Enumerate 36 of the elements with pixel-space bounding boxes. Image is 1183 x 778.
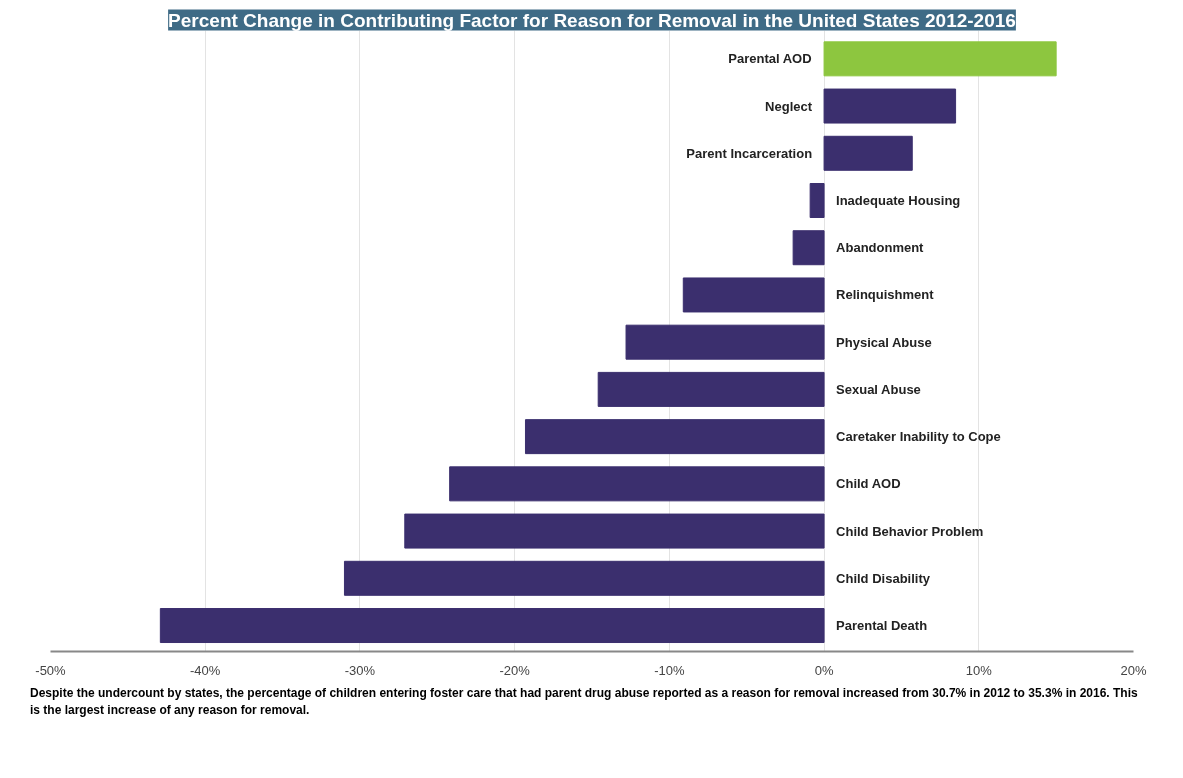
x-tick-label: -50%: [35, 662, 67, 678]
y-tick-label: Child AOD: [836, 476, 901, 492]
y-tick-label: Child Behavior Problem: [836, 523, 984, 539]
y-tick-label: Parental Death: [836, 618, 928, 634]
bar: [682, 277, 825, 313]
bar: [823, 88, 957, 124]
y-tick-label: Neglect: [765, 98, 813, 114]
x-tick-label: -10%: [654, 662, 685, 678]
bar: [625, 324, 825, 360]
bar: [449, 466, 825, 502]
chart-title: Percent Change in Contributing Factor for Reason for Removal in the United States 2012-2016: [168, 9, 1016, 31]
x-tick-label: 20%: [1120, 662, 1147, 678]
y-tick-label: Abandonment: [836, 240, 925, 256]
bar: [404, 513, 825, 549]
bar: [809, 183, 825, 219]
x-tick-label: -20%: [499, 662, 531, 678]
bar: [343, 560, 825, 596]
bar: [597, 371, 825, 407]
y-tick-label: Caretaker Inability to Cope: [836, 429, 1001, 445]
y-tick-label: Physical Abuse: [836, 334, 932, 350]
bar: [823, 135, 913, 171]
bar: [524, 419, 825, 455]
y-tick-label: Sexual Abuse: [836, 381, 921, 397]
y-tick-label: Inadequate Housing: [836, 193, 961, 209]
bar: [792, 230, 825, 266]
text: Despite the undercount by states, the percentage of children entering foster care that had parent drug abuse reported as a reason for removal increased from 30.7% in 2012 to 35.3% in 2016. This is the largest increase of any reason for removal.: [30, 685, 1139, 720]
bar: [159, 608, 825, 644]
x-tick-label: -40%: [190, 662, 221, 678]
y-tick-label: Relinquishment: [836, 287, 935, 303]
x-tick-label: 0%: [814, 662, 834, 678]
y-tick-label: Child Disability: [836, 570, 931, 586]
bar: [823, 41, 1057, 77]
y-tick-label: Parent Incarceration: [686, 145, 813, 161]
y-tick-label: Parental AOD: [728, 51, 812, 67]
x-tick-label: -30%: [344, 662, 376, 678]
x-tick-label: 10%: [965, 662, 993, 678]
